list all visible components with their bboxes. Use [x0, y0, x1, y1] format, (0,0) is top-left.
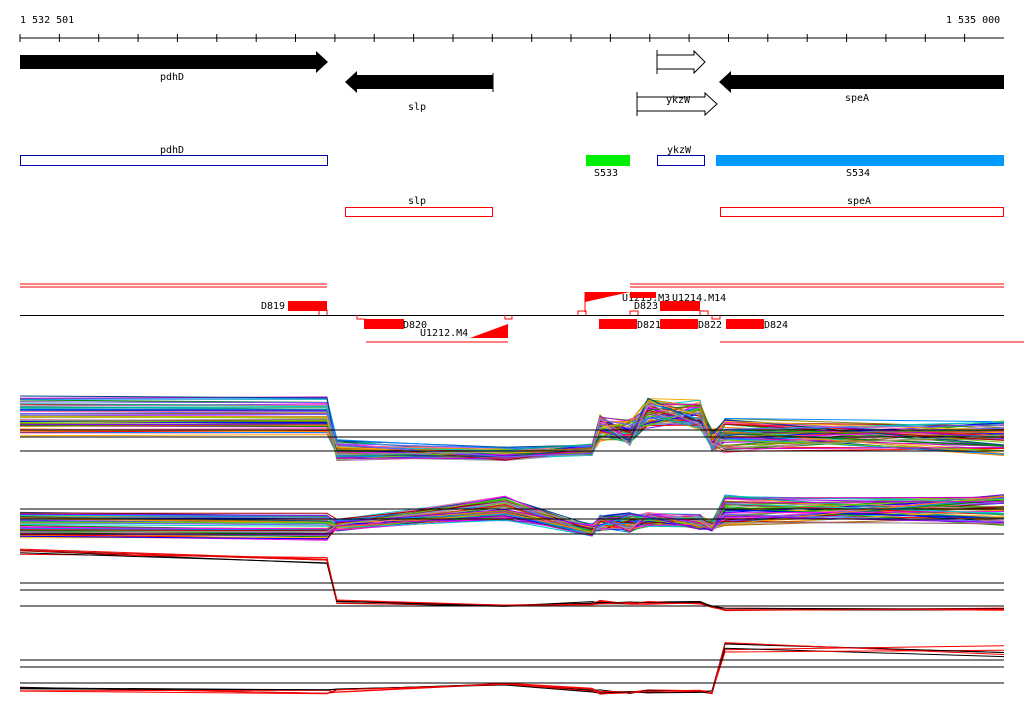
feature-track: D819 D820 U1212.M4 U1213.M3 U1214.M14 D8… [20, 283, 1024, 343]
coordinate-ruler: 1 532 501 1 535 000 [19, 15, 1004, 42]
gene-label-speA: speA [845, 93, 869, 104]
profile-line [19, 503, 1005, 537]
box-label-ykzW: ykzW [667, 145, 692, 156]
gene-label-slp: slp [408, 102, 426, 113]
profile-line [19, 647, 1005, 695]
profile-line [19, 500, 1005, 537]
feature-tick-D820 [356, 315, 365, 320]
annotation-box-S533[interactable] [586, 155, 630, 166]
gene-label-pdhD: pdhD [160, 72, 184, 83]
profile-line [19, 553, 1005, 611]
profile-line [19, 645, 1005, 694]
feature-label-D820: D820 [403, 320, 427, 331]
profile-line [19, 508, 1005, 530]
gene-track: pdhD slp ykzW speA [20, 49, 1004, 117]
gene-arrow-unnamed[interactable] [656, 49, 706, 75]
gene-arrow-slp[interactable] [345, 71, 493, 93]
annotation-box-speA[interactable] [720, 207, 1004, 217]
gene-arrow-speA[interactable] [719, 71, 1004, 93]
feature-U1212.M4-triangle[interactable] [470, 324, 508, 338]
feature-label-D822: D822 [698, 320, 722, 331]
annotation-track: pdhD S533 ykzW S534 slp speA [20, 145, 1004, 217]
feature-label-U1212.M4: U1212.M4 [420, 328, 468, 339]
gene-arrow-pdhD[interactable] [20, 51, 328, 73]
feature-D824[interactable] [726, 319, 764, 329]
ruler-ticks [19, 34, 966, 42]
feature-tick-D823 [629, 310, 639, 315]
feature-label-U1214.M14: U1214.M14 [672, 293, 726, 304]
feature-label-U1213.M3: U1213.M3 [622, 293, 670, 304]
box-label-slp: slp [408, 196, 426, 207]
box-label-S533: S533 [594, 168, 618, 179]
annotation-box-slp[interactable] [345, 207, 493, 217]
feature-U1213.M3-triangle[interactable] [585, 292, 630, 302]
profile-line [19, 642, 1005, 695]
feature-D821[interactable] [599, 319, 637, 329]
feature-U1214.M14-block[interactable] [630, 292, 656, 298]
profile-line [19, 649, 1005, 694]
annotation-box-S534[interactable] [716, 155, 1004, 166]
gene-label-ykzW: ykzW [666, 95, 691, 106]
feature-D823[interactable] [660, 301, 700, 311]
profile-line [19, 552, 1005, 610]
feature-D819[interactable] [288, 301, 327, 311]
annotation-box-ykzW[interactable] [657, 155, 705, 166]
expression-profile-track-1 [19, 395, 1005, 462]
profile-line [19, 549, 1005, 611]
feature-tick-D819 [318, 309, 328, 315]
feature-D820[interactable] [364, 319, 404, 329]
profile-line [19, 402, 1005, 456]
expression-profile-track-3 [19, 548, 1005, 612]
profile-line [19, 501, 1005, 533]
profile-line [19, 550, 1004, 611]
ruler-start-label: 1 532 501 [20, 15, 74, 26]
box-label-pdhD: pdhD [160, 145, 184, 156]
profile-line [19, 548, 1005, 612]
profile-line [19, 407, 1005, 460]
gene-arrow-ykzW[interactable] [636, 91, 718, 117]
ruler-end-label: 1 535 000 [946, 15, 1000, 26]
feature-label-D819: D819 [261, 301, 285, 312]
annotation-box-pdhD[interactable] [20, 155, 328, 166]
profile-line [19, 410, 1005, 458]
expression-profile-track-2 [19, 494, 1005, 541]
expression-profile-track-4 [19, 642, 1005, 695]
profile-line [19, 550, 1005, 611]
profile-line [19, 395, 1005, 458]
profile-line [19, 401, 1005, 454]
feature-label-D823: D823 [634, 301, 658, 312]
feature-tick-U1212 [504, 315, 513, 320]
feature-tick-D822 [711, 315, 721, 320]
feature-tick-D823b [699, 310, 709, 315]
feature-tick-U1213 [577, 310, 587, 315]
feature-label-D824: D824 [764, 320, 788, 331]
box-label-S534: S534 [846, 168, 870, 179]
feature-label-D821: D821 [637, 320, 661, 331]
feature-D822[interactable] [660, 319, 698, 329]
box-label-speA: speA [847, 196, 871, 207]
